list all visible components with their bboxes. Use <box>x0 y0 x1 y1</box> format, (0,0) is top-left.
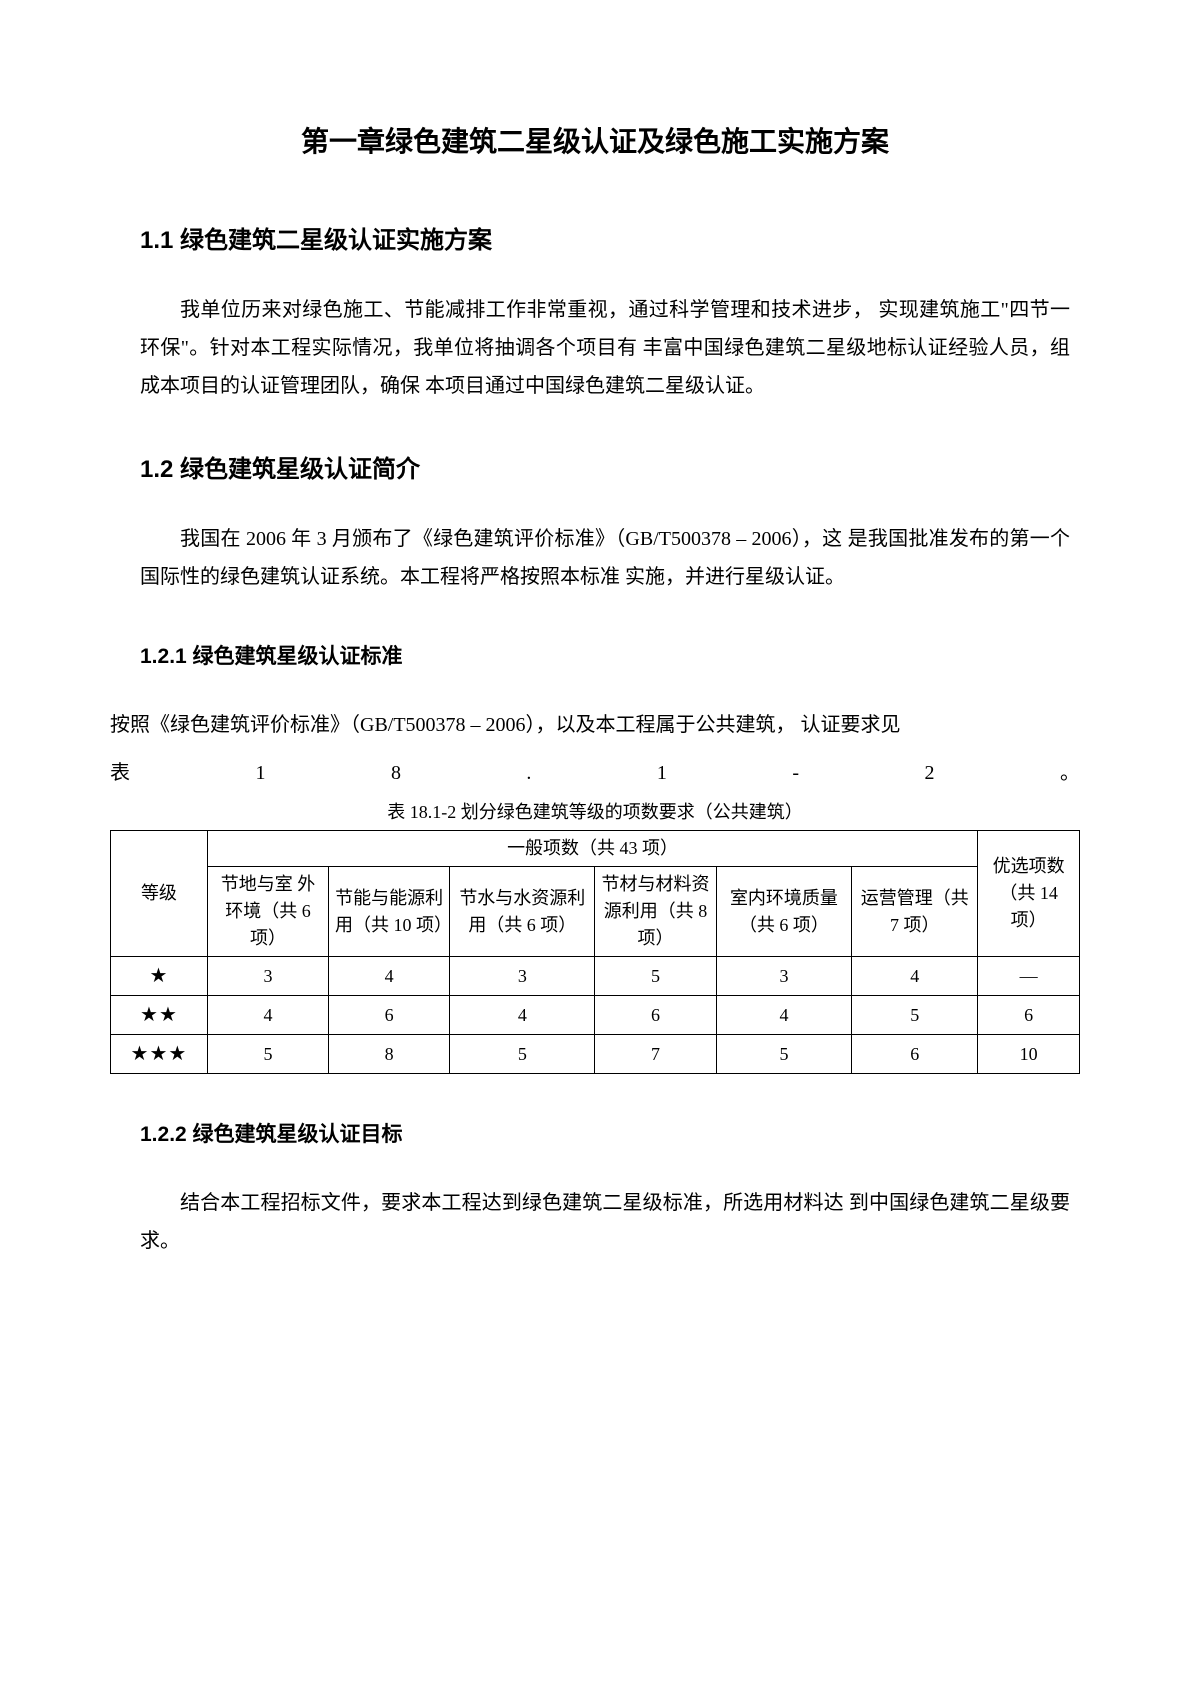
spread-char: - <box>792 754 799 792</box>
th-col-0: 节地与室 外环境（共 6 项） <box>207 867 328 957</box>
cell-2-0: 5 <box>207 1035 328 1074</box>
cell-1-0: 4 <box>207 996 328 1035</box>
cell-0-4: 3 <box>716 957 852 996</box>
section-1-1-body: 我单位历来对绿色施工、节能减排工作非常重视，通过科学管理和技术进步， 实现建筑施… <box>110 291 1080 405</box>
spread-char: 1 <box>255 754 265 792</box>
chapter-title: 第一章绿色建筑二星级认证及绿色施工实施方案 <box>110 120 1080 160</box>
spread-char: . <box>526 754 531 792</box>
cell-2-5: 6 <box>852 1035 978 1074</box>
th-col-1: 节能与能源利用（共 10 项） <box>329 867 450 957</box>
th-col-3: 节材与材料资源利用（共 8 项） <box>595 867 716 957</box>
cell-0-6: — <box>978 957 1080 996</box>
cell-0-0: 3 <box>207 957 328 996</box>
row-level-1: ★★ <box>111 996 208 1035</box>
cell-0-3: 5 <box>595 957 716 996</box>
subsection-1-2-1-title: 1.2.1 绿色建筑星级认证标准 <box>110 640 1080 670</box>
cell-1-1: 6 <box>329 996 450 1035</box>
spread-char: 1 <box>657 754 667 792</box>
cell-2-2: 5 <box>450 1035 595 1074</box>
subsection-1-2-1-line1: 按照《绿色建筑评价标准》（GB/T500378 – 2006），以及本工程属于公… <box>110 706 1080 744</box>
cell-2-6: 10 <box>978 1035 1080 1074</box>
spread-char: 2 <box>924 754 934 792</box>
th-level: 等级 <box>111 831 208 957</box>
section-1-2-body: 我国在 2006 年 3 月颁布了《绿色建筑评价标准》（GB/T500378 –… <box>110 520 1080 596</box>
th-col-2: 节水与水资源利用（共 6 项） <box>450 867 595 957</box>
cell-1-6: 6 <box>978 996 1080 1035</box>
section-1-2-title: 1.2 绿色建筑星级认证简介 <box>110 449 1080 484</box>
row-level-0: ★ <box>111 957 208 996</box>
cell-2-4: 5 <box>716 1035 852 1074</box>
cell-1-3: 6 <box>595 996 716 1035</box>
subsection-1-2-2-body: 结合本工程招标文件，要求本工程达到绿色建筑二星级标准，所选用材料达 到中国绿色建… <box>110 1184 1080 1260</box>
spread-char: 。 <box>1060 754 1080 792</box>
subsection-1-2-2-title: 1.2.2 绿色建筑星级认证目标 <box>110 1118 1080 1148</box>
th-col-5: 运营管理（共 7 项） <box>852 867 978 957</box>
spread-char: 8 <box>391 754 401 792</box>
cell-2-1: 8 <box>329 1035 450 1074</box>
cell-2-3: 7 <box>595 1035 716 1074</box>
th-col-4: 室内环境质量（共 6 项） <box>716 867 852 957</box>
row-level-2: ★★★ <box>111 1035 208 1074</box>
section-1-1-title: 1.1 绿色建筑二星级认证实施方案 <box>110 220 1080 255</box>
table-caption: 表 18.1-2 划分绿色建筑等级的项数要求（公共建筑） <box>110 798 1080 824</box>
cell-1-2: 4 <box>450 996 595 1035</box>
cell-1-5: 5 <box>852 996 978 1035</box>
th-optional: 优选项数（共 14 项） <box>978 831 1080 957</box>
subsection-1-2-1-line2: 表 1 8. 1 - 2 。 <box>110 754 1080 792</box>
spread-char: 表 <box>110 754 130 792</box>
cell-0-5: 4 <box>852 957 978 996</box>
cell-1-4: 4 <box>716 996 852 1035</box>
cell-0-1: 4 <box>329 957 450 996</box>
th-general: 一般项数（共 43 项） <box>207 831 977 867</box>
cell-0-2: 3 <box>450 957 595 996</box>
green-building-levels-table: 等级 一般项数（共 43 项） 优选项数（共 14 项） 节地与室 外环境（共 … <box>110 830 1080 1074</box>
